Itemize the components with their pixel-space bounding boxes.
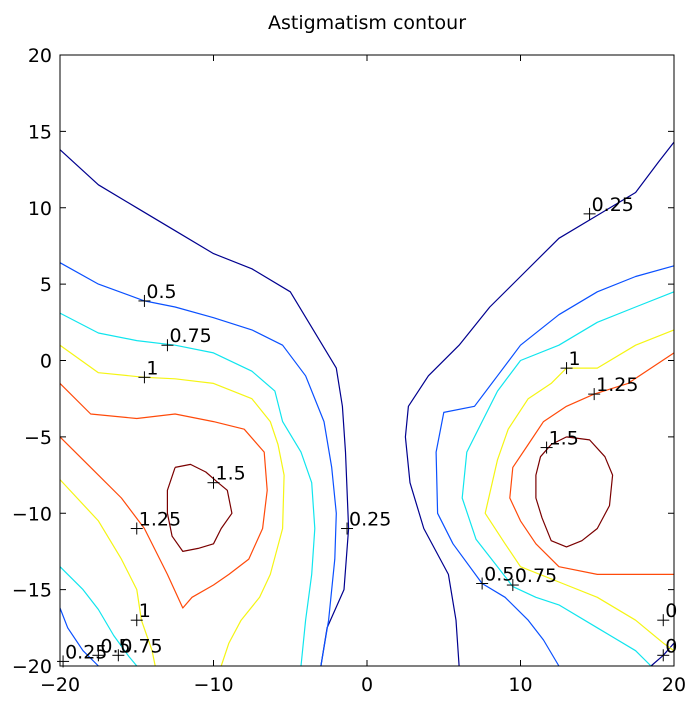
contour-label-group: 1 [138, 357, 159, 384]
contour-label-group: 0.5 [138, 281, 177, 307]
contour-label-group: 1.25 [130, 509, 181, 535]
contour-level-label: 0.25 [65, 641, 107, 663]
x-tick-label: 20 [662, 674, 686, 696]
y-tick-label: 10 [28, 198, 52, 220]
contour-line-1-1 [484, 329, 675, 652]
contour-line-1-25-0 [59, 382, 268, 609]
contour-label-group: 0.5 [476, 564, 514, 590]
contour-line-1-5-1 [535, 436, 614, 548]
x-tick-label: −20 [40, 674, 80, 696]
contour-line-1-0 [59, 344, 285, 667]
contour-line-0-25-0 [59, 149, 350, 667]
contour-line-0-75-2 [59, 566, 138, 667]
contour-level-label: 1 [139, 600, 151, 622]
contour-label-group: 1.5 [540, 428, 579, 454]
contour-labels: 0.250.50.751 11.251.51.50.251.250.5 0.7510… [57, 194, 677, 668]
contour-lines [59, 141, 675, 667]
chart-title: Astigmatism contour [268, 12, 466, 34]
x-tick-label: 0 [361, 674, 373, 696]
contour-line-1-25-1 [509, 352, 675, 576]
contour-level-label: 0.25 [349, 509, 391, 531]
contour-label-group: 0.75 [506, 565, 557, 592]
contour-label-group: 0.5 [92, 635, 131, 662]
contour-line-0-5-2 [59, 607, 99, 667]
contour-level-label: 1.5 [216, 463, 246, 485]
contour-label-group: 0.25 [57, 641, 107, 668]
y-tick-label: −15 [12, 580, 52, 602]
contour-level-label: 0 [665, 600, 677, 622]
contour-label-group: 1.5 [207, 463, 246, 489]
contour-line-0-5-0 [59, 262, 337, 667]
contour-line-1-5-0 [166, 463, 233, 553]
y-tick-label: 5 [40, 274, 52, 296]
contour-level-label: 0.25 [592, 194, 634, 216]
contour-label-group: 0.25 [583, 194, 634, 220]
contour-level-label: 0.5 [484, 564, 514, 586]
contour-label-group: 0 [657, 635, 677, 662]
contour-label-group: 1 [560, 348, 581, 375]
y-tick-label: −10 [12, 503, 52, 525]
y-tick-label: −20 [12, 656, 52, 678]
contour-level-label: 0.75 [515, 565, 557, 587]
contour-level-label: 1.25 [139, 509, 181, 531]
contour-label-group: 1.25 [588, 374, 638, 401]
contour-level-label: 0.75 [169, 325, 211, 347]
contour-level-label: 0.5 [100, 635, 130, 657]
contour-level-label: 1 [146, 357, 158, 379]
y-tick-label: 0 [40, 351, 52, 373]
contour-line-0-75-0 [59, 312, 316, 667]
contour-line-0-5-1 [435, 265, 675, 667]
contour-level-label: 1.5 [549, 428, 579, 450]
x-tick-label: 10 [508, 674, 532, 696]
y-tick-label: 15 [28, 121, 52, 143]
contour-level-label: 1.25 [596, 374, 638, 396]
contour-line-1-2 [59, 479, 156, 667]
x-tick-label: −10 [193, 674, 233, 696]
contour-line-0-75-1 [461, 291, 675, 667]
contour-level-label: 0.5 [146, 281, 176, 303]
y-tick-label: 20 [28, 45, 52, 67]
contour-level-label: 0.75 [120, 635, 162, 657]
contour-level-label: 1 [569, 348, 581, 370]
contour-label-group: 0.75 [112, 635, 163, 662]
contour-label-group: 0.75 [161, 325, 212, 352]
contour-label-group: 0 [657, 600, 677, 627]
y-tick-label: −5 [24, 427, 52, 449]
contour-label-group: 0.25 [341, 509, 391, 535]
contour-label-group: 1 [130, 600, 151, 627]
contour-level-label: 0 [665, 635, 677, 657]
contour-line-0-25-1 [404, 141, 675, 667]
